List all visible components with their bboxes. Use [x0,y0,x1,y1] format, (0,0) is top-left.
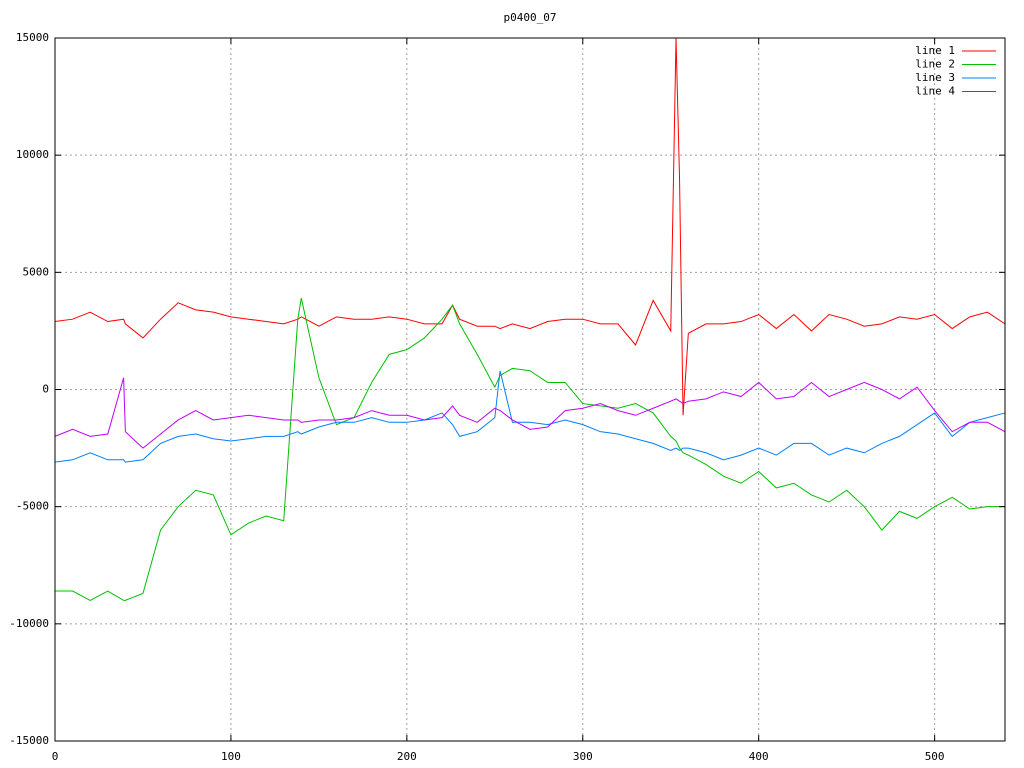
x-tick-label: 300 [573,750,593,763]
y-tick-label: 10000 [16,148,49,161]
series-line [54,377,1006,449]
x-tick-label: 500 [925,750,945,763]
series-line [54,370,1006,463]
legend-label: line 1 [915,44,955,57]
series-line [55,298,1005,601]
y-tick-label: 15000 [16,31,49,44]
chart-title: p0400_07 [504,11,557,24]
x-tick-label: 0 [52,750,59,763]
legend-label: line 3 [915,71,955,84]
legend-label: line 4 [915,85,955,98]
x-tick-label: 200 [397,750,417,763]
x-tick-label: 400 [749,750,769,763]
y-tick-label: -15000 [9,734,49,747]
legend-label: line 2 [915,58,955,71]
x-tick-label: 100 [221,750,241,763]
y-tick-label: 5000 [23,265,50,278]
series-line [54,37,1006,416]
y-tick-label: -5000 [16,500,49,513]
y-tick-label: -10000 [9,617,49,630]
y-tick-label: 0 [42,383,49,396]
plot [54,37,1006,601]
